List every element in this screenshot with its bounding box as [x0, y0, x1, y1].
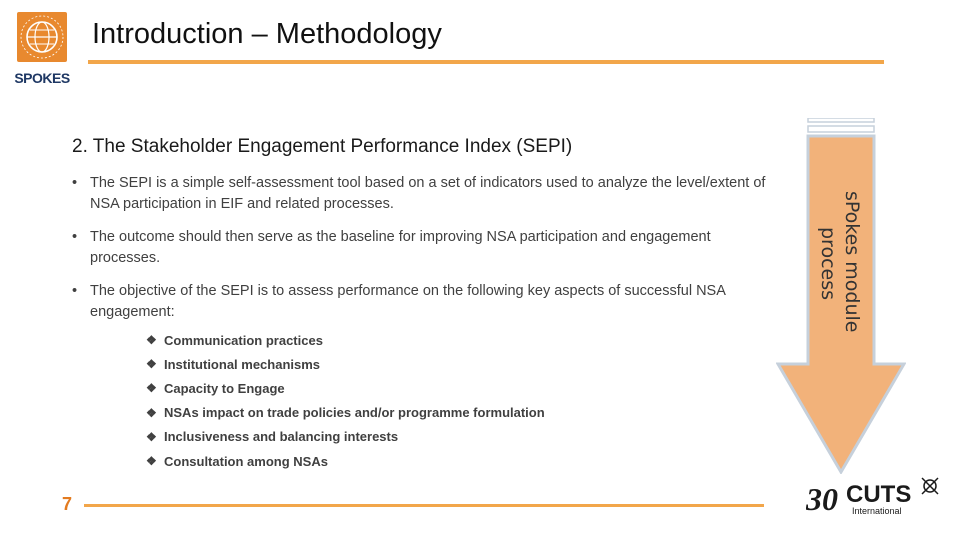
aspect-item: ❖ Institutional mechanisms [146, 352, 545, 376]
diamond-bullet-icon: ❖ [146, 333, 157, 348]
aspect-item: ❖ Communication practices [146, 328, 545, 352]
bullet-item: The objective of the SEPI is to assess p… [72, 281, 772, 323]
aspect-label: Consultation among NSAs [164, 453, 328, 469]
cuts-logo-sub: International [852, 506, 902, 516]
aspect-label: Institutional mechanisms [164, 356, 321, 372]
globe-icon [17, 12, 67, 62]
process-down-arrow [776, 118, 906, 474]
aspect-label: Capacity to Engage [164, 380, 285, 396]
arrow-label-line2: process [817, 227, 839, 300]
aspect-item: ❖ Consultation among NSAs [146, 449, 545, 473]
aspect-item: ❖ NSAs impact on trade policies and/or p… [146, 401, 545, 425]
spokes-logo: SPOKES [13, 12, 71, 92]
cuts-logo-years: 30 [806, 481, 838, 517]
bullet-item: The SEPI is a simple self-assessment too… [72, 173, 772, 215]
arrow-label: sPokes module process [817, 191, 863, 332]
diamond-bullet-icon: ❖ [146, 454, 157, 469]
cuts-logo-main: CUTS [846, 481, 911, 508]
aspect-list: ❖ Communication practices ❖ Institutiona… [146, 328, 545, 473]
bullet-list: The SEPI is a simple self-assessment too… [72, 173, 772, 335]
aspect-label: NSAs impact on trade policies and/or pro… [164, 405, 545, 421]
cuts-international-logo: 30 CUTS International [806, 477, 939, 517]
footer-divider [84, 504, 764, 507]
arrow-label-line1: sPokes module [841, 191, 863, 332]
section-heading: 2. The Stakeholder Engagement Performanc… [72, 136, 573, 157]
globe-x-icon [921, 477, 939, 495]
diamond-bullet-icon: ❖ [146, 357, 157, 372]
aspect-label: Communication practices [164, 332, 323, 348]
aspect-item: ❖ Inclusiveness and balancing interests [146, 425, 545, 449]
diamond-bullet-icon: ❖ [146, 405, 157, 420]
page-number: 7 [62, 494, 73, 514]
logo-wordmark: SPOKES [14, 70, 70, 86]
aspect-item: ❖ Capacity to Engage [146, 376, 545, 400]
bullet-item: The outcome should then serve as the bas… [72, 227, 772, 269]
page-title: Introduction – Methodology [92, 18, 442, 50]
title-divider [88, 60, 884, 64]
diamond-bullet-icon: ❖ [146, 381, 157, 396]
diamond-bullet-icon: ❖ [146, 429, 157, 444]
aspect-label: Inclusiveness and balancing interests [164, 429, 399, 445]
